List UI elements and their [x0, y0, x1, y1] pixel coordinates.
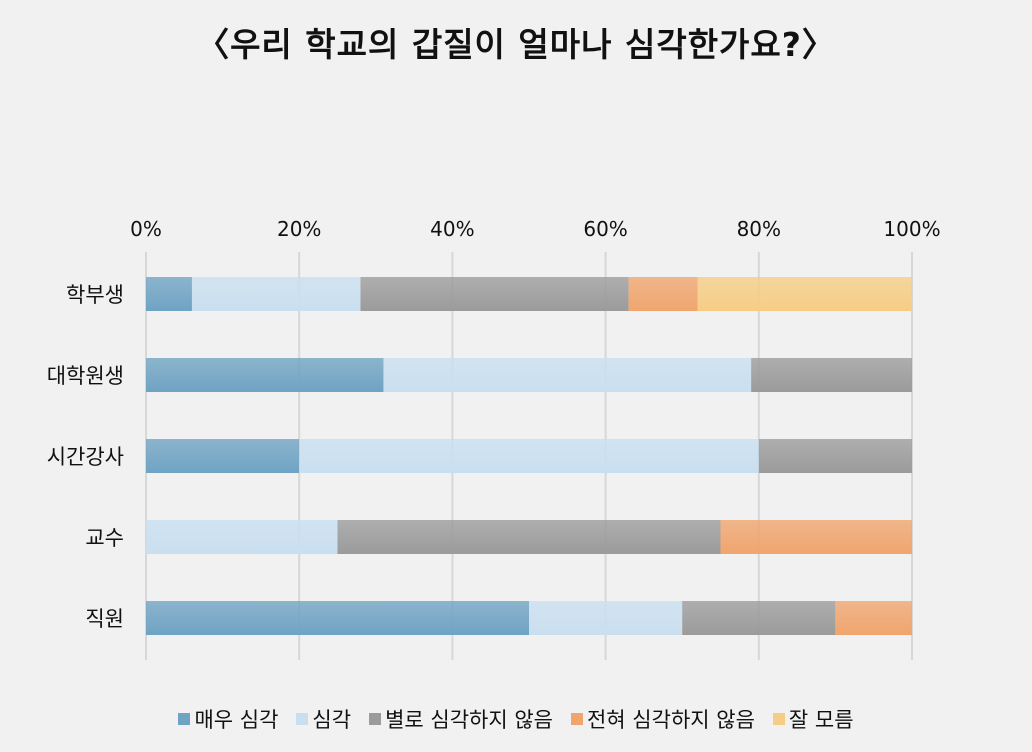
bar-segment	[758, 439, 912, 473]
bar-segment	[146, 601, 529, 635]
legend-item: 별로 심각하지 않음	[369, 704, 553, 734]
x-tick-label: 40%	[430, 217, 474, 241]
bar-segment	[146, 277, 192, 311]
bar-segment	[191, 277, 361, 311]
x-tick-label: 100%	[883, 217, 940, 241]
bar-segment	[383, 358, 752, 392]
bar-segment	[146, 520, 338, 554]
x-axis-ticks: 0% 20% 40% 60% 80% 100%	[130, 217, 940, 241]
bar-segment	[529, 601, 683, 635]
chart-title: 〈우리 학교의 갑질이 얼마나 심각한가요?〉	[196, 25, 836, 64]
x-tick-label: 60%	[583, 217, 627, 241]
category-label: 학부생	[66, 283, 124, 307]
category-label: 교수	[85, 526, 124, 550]
x-tick-label: 0%	[130, 217, 162, 241]
legend: 매우 심각 심각 별로 심각하지 않음 전혀 심각하지 않음 잘 모름	[0, 704, 1032, 734]
category-label: 직원	[85, 607, 124, 631]
bar-segment	[835, 601, 912, 635]
bar-segment	[720, 520, 912, 554]
legend-swatch	[570, 713, 583, 725]
legend-item: 심각	[296, 704, 351, 734]
legend-swatch	[296, 713, 309, 725]
bar-segment	[628, 277, 698, 311]
legend-label: 심각	[312, 708, 352, 732]
bar-segment	[360, 277, 629, 311]
x-tick-label: 20%	[277, 217, 321, 241]
legend-item: 전혀 심각하지 않음	[570, 704, 755, 734]
legend-label: 잘 모름	[788, 708, 854, 732]
bar-segment	[697, 277, 912, 311]
bar-segment	[337, 520, 721, 554]
legend-label: 전혀 심각하지 않음	[586, 708, 755, 732]
bar-segment	[299, 439, 759, 473]
legend-label: 별로 심각하지 않음	[385, 708, 553, 732]
bars	[146, 277, 912, 635]
bar-segment	[751, 358, 912, 392]
legend-swatch	[178, 713, 191, 725]
bar-segment	[146, 439, 300, 473]
legend-swatch	[369, 713, 382, 725]
bar-segment	[682, 601, 836, 635]
legend-swatch	[772, 713, 785, 725]
legend-item: 매우 심각	[178, 704, 278, 734]
category-label: 대학원생	[47, 364, 124, 388]
legend-label: 매우 심각	[194, 708, 279, 732]
bar-segment	[146, 358, 384, 392]
legend-item: 잘 모름	[772, 704, 854, 734]
category-label: 시간강사	[47, 445, 124, 469]
x-tick-label: 80%	[737, 217, 781, 241]
